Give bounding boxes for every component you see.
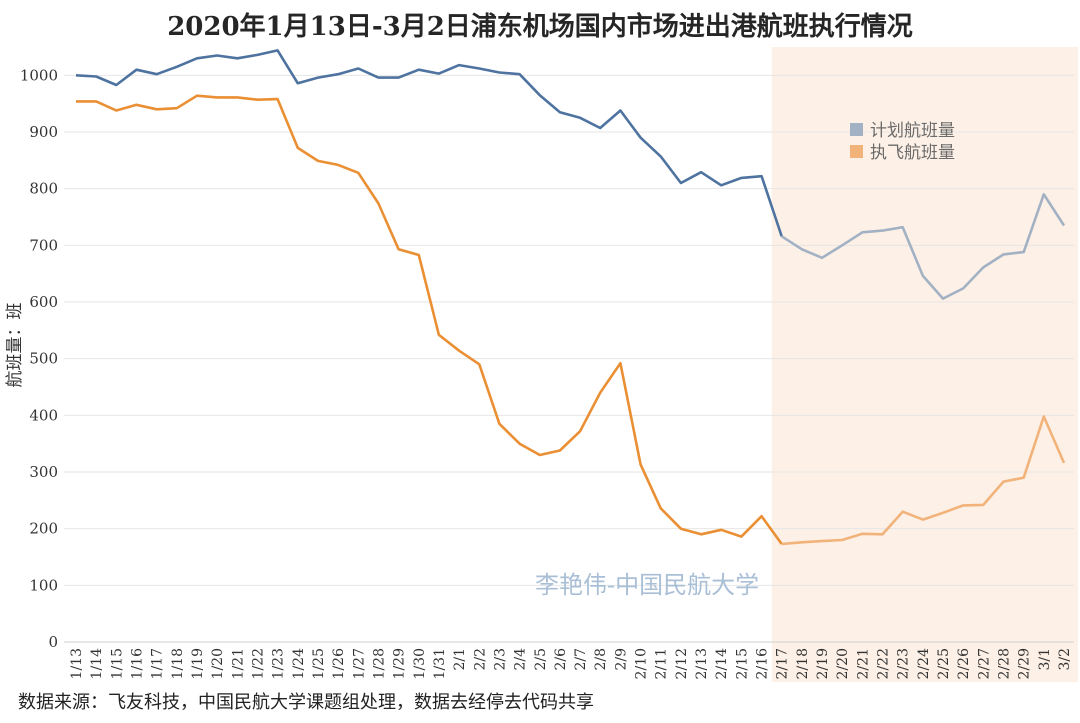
x-axis-ticks: 1/13 1/14 1/15 1/16 1/17 1/18 1/19 1/20 1/21 1/22… — [69, 648, 1073, 680]
x-tick-label: 3/2 — [1057, 648, 1073, 671]
y-axis-ticks: 0 100 200 300 400 500 600 700 800 900 1000 — [20, 66, 58, 651]
x-tick-label: 1/21 — [230, 648, 246, 679]
legend-label-planned: 计划航班量 — [870, 121, 955, 141]
series-line-0-shaded — [780, 193, 1066, 300]
x-tick-label: 2/8 — [593, 648, 609, 671]
y-tick-label: 500 — [29, 350, 58, 368]
x-tick-label: 2/9 — [613, 648, 629, 671]
x-tick-label: 2/23 — [896, 648, 912, 679]
x-tick-label: 1/18 — [170, 648, 186, 679]
x-tick-label: 2/11 — [654, 648, 670, 679]
x-tick-label: 1/26 — [331, 648, 347, 680]
x-tick-label: 3/1 — [1037, 648, 1053, 671]
x-tick-label: 2/2 — [472, 648, 488, 671]
source-note: 数据来源：飞友科技，中国民航大学课题组处理，数据去经停去代码共享 — [18, 692, 594, 713]
legend-label-actual: 执飞航班量 — [870, 143, 955, 163]
x-tick-label: 2/26 — [956, 648, 972, 680]
x-tick-label: 2/24 — [916, 648, 932, 680]
y-tick-label: 1000 — [20, 66, 58, 84]
watermark: 李艳伟-中国民航大学 — [535, 571, 759, 599]
y-tick-label: 0 — [48, 633, 58, 651]
y-tick-label: 300 — [29, 463, 58, 481]
x-tick-label: 1/25 — [311, 648, 327, 679]
x-tick-label: 1/23 — [271, 648, 287, 679]
x-tick-label: 1/19 — [190, 648, 206, 679]
x-tick-label: 2/25 — [936, 648, 952, 679]
x-tick-label: 1/17 — [150, 648, 166, 679]
x-tick-label: 1/30 — [412, 648, 428, 679]
y-tick-label: 200 — [29, 520, 58, 538]
x-tick-label: 2/12 — [674, 648, 690, 679]
x-tick-label: 2/7 — [573, 648, 589, 671]
y-tick-label: 800 — [29, 180, 58, 198]
y-tick-label: 700 — [29, 236, 58, 254]
x-tick-label: 2/28 — [997, 648, 1013, 679]
x-tick-label: 2/20 — [835, 648, 851, 679]
legend: 计划航班量 执飞航班量 — [850, 121, 955, 163]
legend-swatch-actual — [850, 145, 863, 158]
x-tick-label: 2/6 — [553, 648, 569, 671]
series-line-1-main — [76, 94, 783, 545]
series-line-1-shaded — [781, 415, 1066, 546]
x-tick-label: 2/22 — [876, 648, 892, 679]
x-tick-label: 2/13 — [694, 648, 710, 679]
legend-swatch-planned — [850, 123, 863, 136]
chart-title: 2020年1月13日-3月2日浦东机场国内市场进出港航班执行情况 — [167, 12, 913, 42]
x-tick-label: 1/20 — [210, 648, 226, 679]
y-axis-label: 航班量：班 — [5, 303, 25, 388]
x-tick-label: 2/15 — [734, 648, 750, 679]
x-tick-label: 2/29 — [1017, 648, 1033, 679]
x-tick-label: 1/28 — [371, 648, 387, 679]
shaded-region — [771, 47, 1078, 682]
x-tick-label: 1/16 — [129, 648, 145, 680]
grid-lines — [64, 74, 1074, 586]
series-line-0-main — [75, 49, 783, 237]
y-tick-label: 600 — [29, 293, 58, 311]
x-tick-label: 2/19 — [815, 648, 831, 679]
y-tick-label: 400 — [29, 406, 58, 424]
y-tick-label: 100 — [29, 576, 58, 594]
x-tick-label: 1/29 — [392, 648, 408, 679]
x-tick-label: 2/3 — [492, 648, 508, 671]
x-tick-label: 2/27 — [976, 648, 992, 679]
x-tick-label: 1/15 — [109, 648, 125, 679]
series-lines — [75, 49, 1066, 546]
x-tick-label: 2/10 — [634, 648, 650, 679]
y-tick-label: 900 — [29, 123, 58, 141]
x-tick-label: 2/5 — [533, 648, 549, 671]
x-tick-label: 2/18 — [795, 648, 811, 679]
x-tick-label: 2/1 — [452, 648, 468, 671]
x-tick-label: 1/31 — [432, 648, 448, 679]
x-tick-label: 2/17 — [775, 648, 791, 679]
x-tick-label: 2/14 — [714, 648, 730, 680]
x-tick-label: 2/16 — [755, 648, 771, 680]
x-tick-label: 2/21 — [855, 648, 871, 679]
x-tick-label: 1/24 — [291, 648, 307, 680]
x-tick-label: 1/14 — [89, 648, 105, 680]
x-tick-label: 1/22 — [250, 648, 266, 679]
x-tick-label: 2/4 — [513, 648, 529, 671]
x-tick-label: 1/27 — [351, 648, 367, 679]
x-tick-label: 1/13 — [69, 648, 85, 679]
